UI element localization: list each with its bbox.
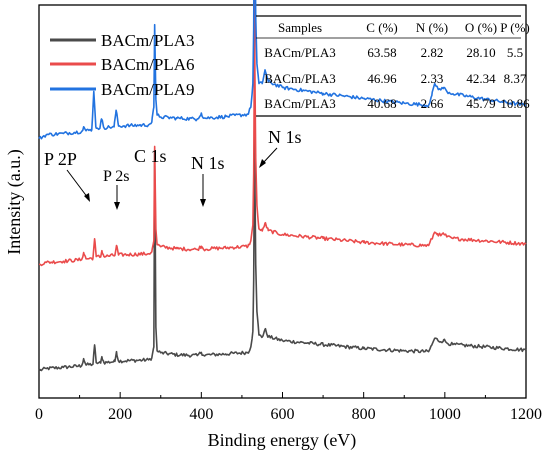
x-tick-label-400: 400 (189, 406, 213, 423)
table-cell: BACm/PLA3 (264, 71, 336, 86)
table-cell: 2.33 (421, 71, 444, 86)
x-tick-label-1200: 1200 (510, 406, 542, 423)
table-cell: 2.82 (421, 45, 444, 60)
legend-label-pla3: BACm/PLA3 (101, 31, 195, 50)
x-tick-label-1000: 1000 (429, 406, 461, 423)
annotation-n1s-main: N 1s (268, 127, 302, 147)
arrowhead-n1s-main (259, 159, 266, 168)
series-line-2 (38, 0, 527, 267)
arrow-p2p (66, 169, 89, 199)
series-line-3 (38, 0, 527, 140)
series-line-1 (38, 74, 527, 372)
table-cell: BACm/PLA3 (264, 45, 336, 60)
table-cell: 5.5 (507, 45, 523, 60)
annotation-n1s-small: N 1s (191, 153, 225, 173)
y-axis-label: Intensity (a.u.) (4, 149, 25, 254)
table-cell: 10.86 (500, 96, 530, 111)
table-cell: 2.66 (421, 96, 444, 111)
table-header-cell: O (%) (465, 20, 497, 35)
legend: BACm/PLA3 BACm/PLA6 BACm/PLA9 (50, 31, 195, 99)
table-cell: 40.68 (367, 96, 396, 111)
arrow-n1s-main (262, 147, 278, 164)
annotation-p2s: P 2s (103, 168, 130, 185)
x-ticks: 0 200 400 600 800 1000 1200 (35, 392, 542, 423)
table-cell: 28.10 (466, 45, 495, 60)
x-tick-label-0: 0 (35, 406, 43, 423)
composition-table: Samples C (%) N (%) O (%) P (%) BACm/PLA3 63.5… (256, 15, 530, 117)
arrowhead-p2s (114, 202, 120, 210)
table-header-cell: C (%) (366, 20, 397, 35)
table-header-cell: Samples (278, 20, 322, 35)
x-tick-label-600: 600 (271, 406, 295, 423)
series-layer (38, 0, 527, 372)
table-cell: BACm/PLA3 (264, 96, 336, 111)
peak-annotations: P 2P P 2s C 1s N 1s N 1s (44, 127, 302, 210)
table-cell: 46.96 (367, 71, 397, 86)
legend-label-pla6: BACm/PLA6 (101, 55, 195, 74)
table-header-cell: N (%) (416, 20, 448, 35)
table-cell: 63.58 (367, 45, 396, 60)
table-header-cell: P (%) (500, 20, 530, 35)
legend-label-pla9: BACm/PLA9 (101, 80, 195, 99)
table-cell: 45.79 (466, 96, 495, 111)
arrowhead-n1s-small (200, 199, 206, 207)
annotation-p2p: P 2P (44, 149, 77, 169)
table-cell: 42.34 (466, 71, 496, 86)
table-cell: 8.37 (504, 71, 527, 86)
x-tick-label-200: 200 (108, 406, 132, 423)
annotation-c1s: C 1s (134, 146, 167, 166)
x-axis-label: Binding energy (eV) (208, 430, 357, 451)
x-tick-label-800: 800 (352, 406, 376, 423)
arrowhead-p2p (84, 193, 90, 202)
